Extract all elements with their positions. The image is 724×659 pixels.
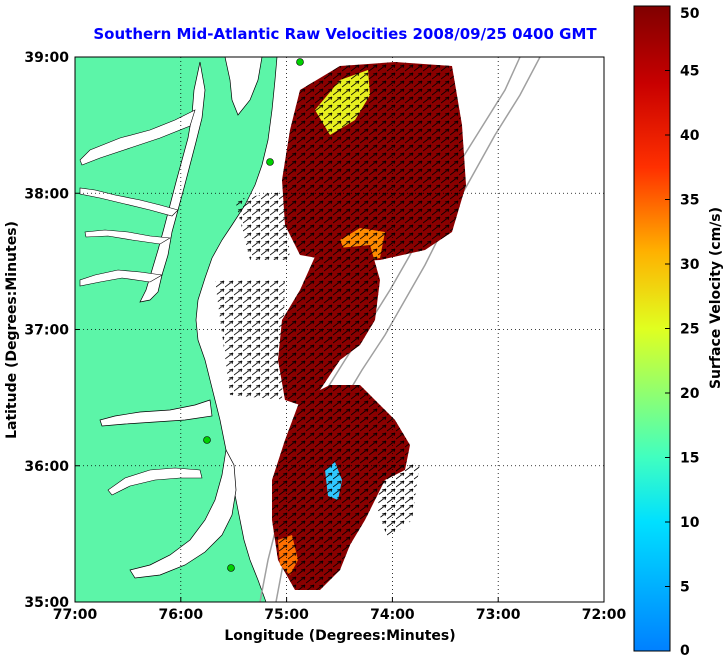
x-tick-label: 72:00 (582, 607, 627, 623)
radar-site-marker (296, 58, 304, 66)
colorbar-tick-label: 45 (680, 64, 699, 80)
y-axis-ticks: 39:00 38:00 37:00 36:00 35:00 (24, 50, 80, 611)
delaware-bay (224, 57, 263, 116)
colorbar-tick-label: 30 (680, 257, 700, 273)
potomac-river (79, 187, 179, 217)
colorbar-ticks: 0 5 10 15 20 25 30 35 40 45 50 (665, 5, 700, 659)
colorbar-tick-label: 15 (680, 451, 699, 467)
y-axis-label: Latitude (Degrees:Minutes) (4, 221, 20, 439)
sound-tributaries (107, 467, 203, 496)
chesapeake-bay (139, 61, 206, 303)
y-tick-label: 39:00 (24, 50, 69, 66)
colorbar: 0 5 10 15 20 25 30 35 40 45 50 Surface Velocity (c… (633, 5, 724, 659)
x-tick-label: 75:00 (264, 607, 309, 623)
x-axis-label: Longitude (Degrees:Minutes) (224, 628, 455, 644)
pamlico-sound (129, 448, 237, 579)
x-axis-ticks: 77:00 76:00 75:00 74:00 73:00 72:00 (53, 597, 627, 623)
plot-area: 77:00 76:00 75:00 74:00 73:00 72:00 39:00 38:0… (24, 50, 626, 623)
radar-site-marker (227, 564, 235, 572)
colorbar-tick-label: 5 (680, 580, 690, 596)
grid-lines (75, 57, 604, 602)
radar-site-marker (266, 158, 274, 166)
colorbar-tick-label: 50 (680, 6, 700, 22)
colorbar-label: Surface Velocity (cm/s) (708, 207, 724, 389)
map-title: Southern Mid-Atlantic Raw Velocities 200… (93, 25, 597, 43)
colorbar-tick-label: 25 (680, 322, 699, 338)
x-tick-label: 77:00 (53, 607, 98, 623)
albemarle-sound (99, 399, 213, 427)
y-tick-label: 35:00 (24, 595, 69, 611)
y-tick-label: 36:00 (24, 459, 69, 475)
velocity-arrows (215, 62, 466, 590)
colorbar-tick-label: 20 (680, 386, 700, 402)
y-tick-label: 38:00 (24, 186, 69, 202)
colorbar-tick-label: 40 (680, 128, 700, 144)
radar-site-marker (203, 436, 211, 444)
x-tick-label: 73:00 (476, 607, 521, 623)
colorbar-tick-label: 35 (680, 193, 699, 209)
velocity-field (215, 62, 466, 590)
rappahannock-river (84, 229, 171, 245)
x-tick-label: 74:00 (370, 607, 415, 623)
colorbar-tick-label: 0 (680, 643, 690, 659)
york-james-rivers (79, 269, 163, 287)
colorbar-gradient (633, 5, 671, 652)
northern-bay-inlet (79, 109, 196, 166)
velocity-arrows-eastern (378, 462, 420, 540)
y-tick-label: 37:00 (24, 323, 69, 339)
colorbar-tick-label: 10 (680, 515, 700, 531)
x-tick-label: 76:00 (159, 607, 204, 623)
